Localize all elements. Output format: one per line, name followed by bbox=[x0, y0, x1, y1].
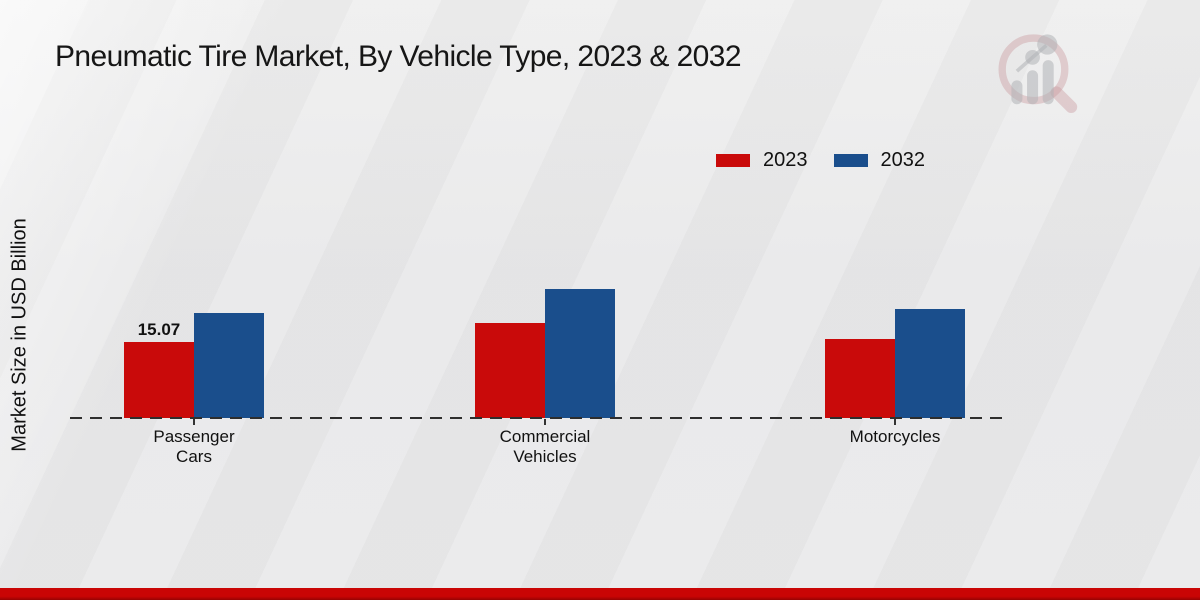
x-axis-dashed-baseline bbox=[70, 417, 1007, 419]
bar-2032-motorcycles bbox=[895, 309, 965, 418]
category-label-commercial-vehicles: Commercial Vehicles bbox=[499, 427, 591, 466]
legend-label-2032: 2032 bbox=[880, 149, 926, 171]
data-label-2023: 15.07 bbox=[137, 320, 181, 339]
logo-magnifier-handle bbox=[1050, 86, 1078, 114]
market-research-future-logo bbox=[998, 34, 1078, 114]
legend-item-2032: 2032 bbox=[833, 149, 926, 172]
chart-title: Pneumatic Tire Market, By Vehicle Type, … bbox=[55, 40, 742, 73]
logo-bar-small bbox=[1011, 80, 1023, 105]
bar-2023-commercial-vehicles bbox=[475, 323, 545, 418]
category-label-motorcycles: Motorcycles bbox=[849, 427, 941, 446]
bar-2023-passenger-cars bbox=[124, 342, 194, 418]
bar-2032-passenger-cars bbox=[194, 313, 264, 418]
category-label-passenger-cars: Passenger Cars bbox=[153, 427, 235, 466]
x-axis-tick-motorcycles bbox=[894, 419, 896, 425]
bottom-red-strip bbox=[0, 588, 1200, 600]
logo-dot-large bbox=[1037, 34, 1058, 55]
legend-item-2023: 2023 bbox=[716, 149, 808, 172]
x-axis-tick-commercial-vehicles bbox=[544, 419, 546, 425]
bar-2023-motorcycles bbox=[825, 339, 895, 418]
x-axis-tick-passenger-cars bbox=[193, 419, 195, 425]
legend-label-2023: 2023 bbox=[763, 149, 808, 171]
legend-swatch-2032 bbox=[833, 154, 868, 167]
legend: 2023 2032 bbox=[716, 149, 925, 172]
bar-2032-commercial-vehicles bbox=[545, 289, 615, 418]
logo-bar-medium bbox=[1027, 70, 1039, 105]
legend-swatch-2023 bbox=[716, 154, 750, 167]
logo-dot-medium bbox=[1025, 50, 1040, 65]
logo-bar-large bbox=[1042, 60, 1054, 105]
